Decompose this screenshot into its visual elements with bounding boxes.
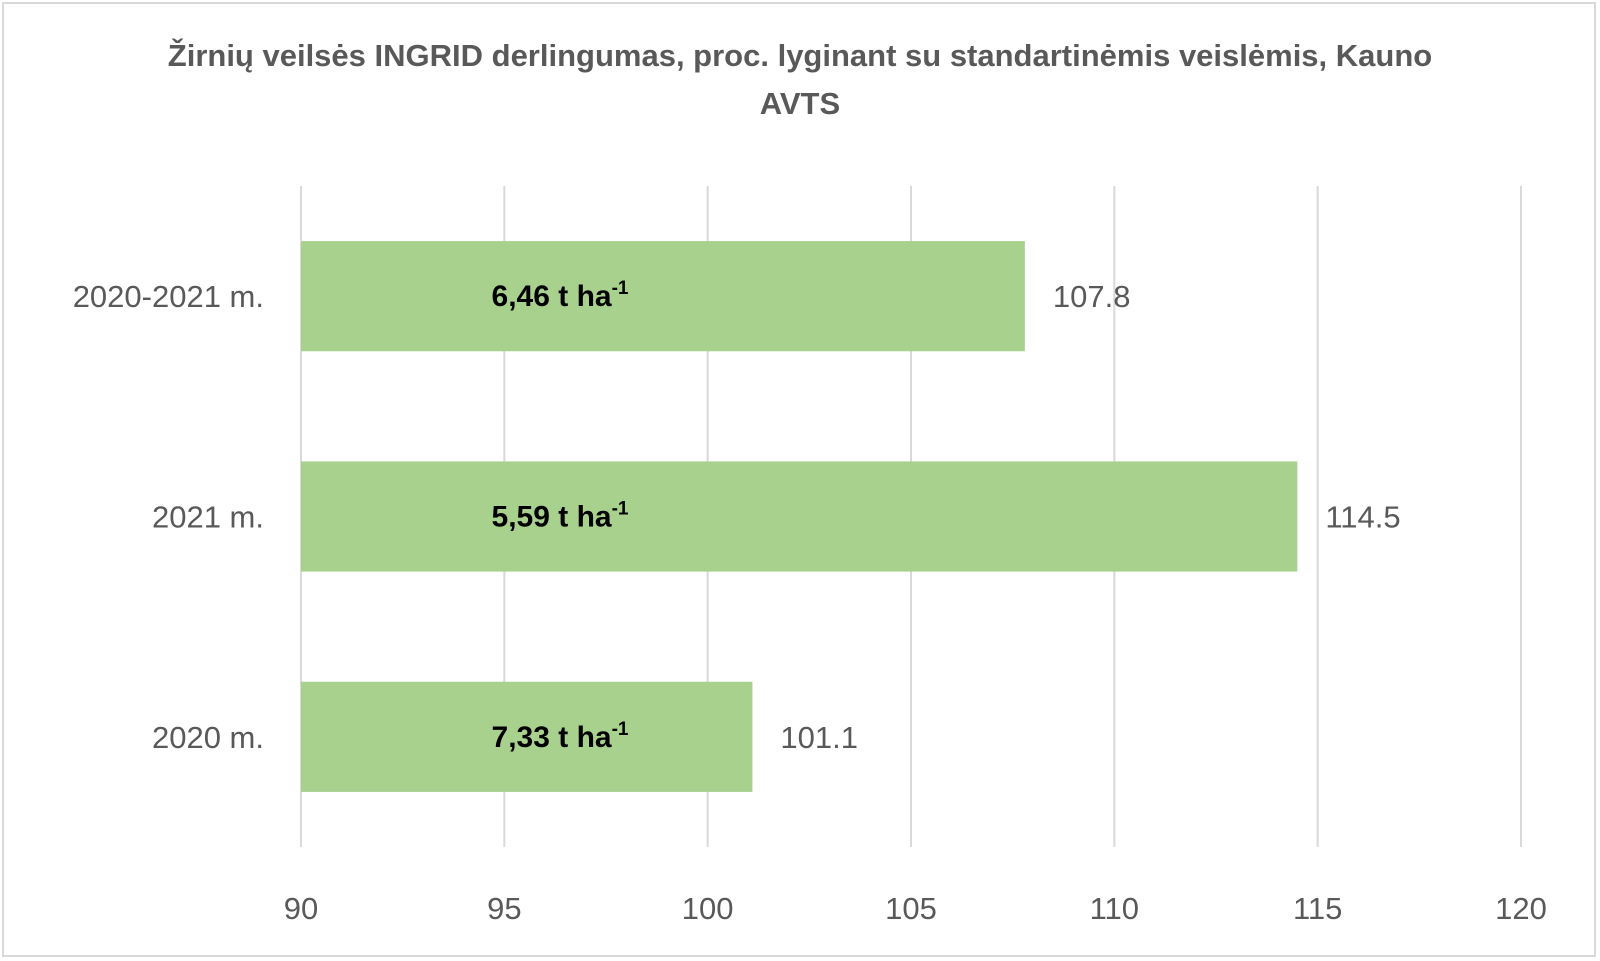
value-label: 107.8 (1053, 279, 1131, 314)
x-tick-label: 110 (1090, 891, 1139, 926)
bar (301, 241, 1025, 352)
bar-data-label: 7,33 t ha-1 (492, 719, 629, 754)
category-label: 2020-2021 m. (73, 279, 264, 314)
x-tick-label: 100 (682, 891, 734, 926)
category-label: 2021 m. (152, 500, 264, 535)
x-tick-label: 90 (284, 891, 318, 926)
value-label: 101.1 (780, 720, 858, 755)
bar-data-label: 5,59 t ha-1 (492, 499, 629, 534)
x-tick-label: 120 (1495, 891, 1547, 926)
bar (301, 681, 753, 792)
x-tick-label: 115 (1293, 891, 1342, 926)
x-tick-label: 95 (487, 891, 521, 926)
bar-data-label-superscript: -1 (612, 278, 629, 299)
bar-data-label-superscript: -1 (612, 719, 629, 740)
x-tick-label: 105 (885, 891, 937, 926)
bar-data-label-text: 5,59 t ha (492, 501, 612, 534)
bar-data-label: 6,46 t ha-1 (492, 278, 629, 313)
chart-title: Žirnių veilsės INGRID derlingumas, proc.… (167, 38, 1433, 121)
bar-data-label-text: 7,33 t ha (492, 721, 612, 754)
value-label: 114.5 (1325, 500, 1400, 535)
category-label: 2020 m. (152, 720, 264, 755)
bar-data-label-superscript: -1 (612, 499, 629, 520)
bar-data-label-text: 6,46 t ha (492, 280, 612, 313)
bar (301, 461, 1298, 572)
